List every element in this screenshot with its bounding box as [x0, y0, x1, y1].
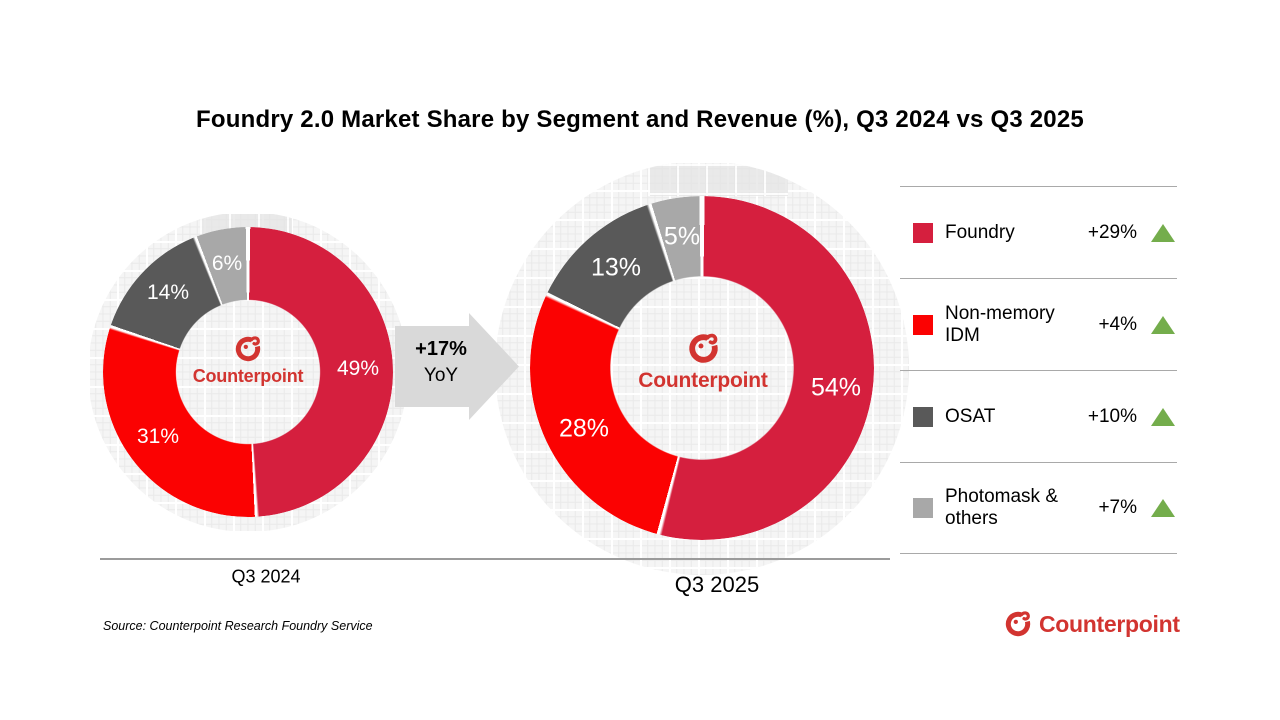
legend-change-value: +7%	[1098, 497, 1137, 518]
period-label-q3-2025: Q3 2025	[674, 572, 760, 597]
legend-change-value: +4%	[1098, 313, 1137, 335]
segment-label-foundry-2025: 54%	[810, 373, 862, 402]
segment-label-osat-2024: 14%	[146, 281, 190, 304]
legend-swatch-foundry	[913, 222, 933, 243]
segment-label-photomask-2025: 5%	[663, 222, 701, 251]
chart-title: Foundry 2.0 Market Share by Segment and …	[196, 106, 1084, 134]
counterpoint-footer-logo: Counterpoint	[1003, 609, 1180, 639]
legend-row-photomask-others: Photomask & others +7%	[900, 462, 1177, 554]
legend-swatch-osat	[913, 406, 933, 427]
legend-swatch-non-memory-idm	[913, 314, 933, 335]
segment-label-photomask-2024: 6%	[211, 252, 243, 275]
counterpoint-wordmark: Counterpoint	[638, 369, 768, 392]
donut-chart-q3-2025	[530, 196, 874, 540]
donut-chart-q3-2024	[103, 227, 393, 517]
counterpoint-swirl-icon	[1005, 611, 1031, 637]
trend-up-icon	[1151, 407, 1175, 426]
yoy-growth-arrow	[395, 313, 519, 420]
legend-change-value: +10%	[1087, 405, 1137, 427]
legend-swatch-photomask-others	[913, 498, 933, 518]
yoy-value: +17%	[415, 338, 467, 360]
trend-up-icon	[1151, 499, 1175, 517]
legend-row-non-memory-idm: Non-memory IDM +4%	[900, 278, 1177, 370]
yoy-unit: YoY	[423, 365, 459, 386]
counterpoint-wordmark: Counterpoint	[1039, 610, 1180, 637]
wafer-patch	[648, 164, 788, 196]
legend-label: Foundry	[945, 221, 1015, 243]
trend-up-icon	[1151, 315, 1175, 334]
counterpoint-center-logo-left: Counterpoint	[186, 334, 310, 387]
legend-panel: Foundry +29% Non-memory IDM +4% OSAT +10…	[900, 186, 1177, 554]
segment-label-idm-2025: 28%	[558, 414, 610, 443]
counterpoint-wordmark: Counterpoint	[192, 366, 304, 386]
period-label-q3-2024: Q3 2024	[231, 566, 301, 587]
segment-label-osat-2025: 13%	[590, 253, 642, 282]
arrow-shape	[395, 313, 519, 420]
source-note: Source: Counterpoint Research Foundry Se…	[103, 619, 373, 633]
legend-row-osat: OSAT +10%	[900, 370, 1177, 462]
counterpoint-center-logo-right: Counterpoint	[628, 331, 778, 393]
baseline	[100, 558, 890, 560]
legend-label: Non-memory IDM	[945, 302, 1055, 346]
counterpoint-swirl-icon	[235, 336, 261, 362]
segment-label-idm-2024: 31%	[136, 425, 180, 448]
legend-label: Photomask & others	[945, 486, 1058, 529]
trend-up-icon	[1151, 223, 1175, 242]
segment-label-foundry-2024: 49%	[336, 357, 380, 380]
legend-change-value: +29%	[1087, 221, 1137, 243]
legend-row-foundry: Foundry +29%	[900, 186, 1177, 278]
legend-label: OSAT	[945, 405, 996, 427]
counterpoint-swirl-icon	[688, 333, 718, 363]
